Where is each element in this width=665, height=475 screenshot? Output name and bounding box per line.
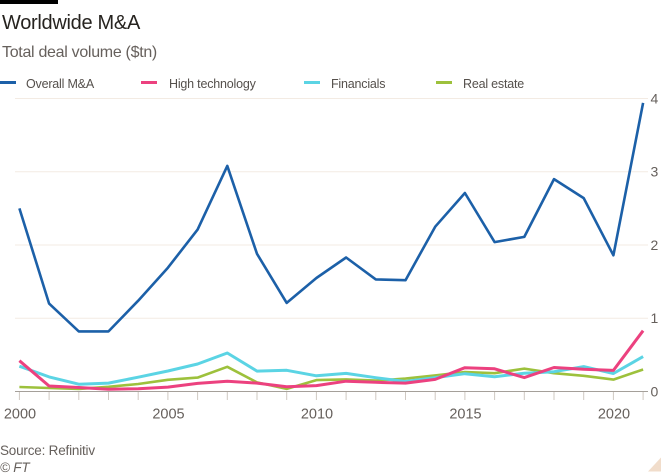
svg-text:0: 0: [651, 383, 659, 399]
svg-text:4: 4: [651, 90, 659, 106]
svg-text:3: 3: [651, 164, 659, 180]
svg-text:2015: 2015: [449, 407, 481, 423]
svg-text:2005: 2005: [152, 407, 184, 423]
svg-text:2020: 2020: [598, 407, 630, 423]
svg-text:2010: 2010: [301, 407, 333, 423]
svg-text:1: 1: [651, 310, 659, 326]
svg-text:2000: 2000: [4, 407, 36, 423]
svg-text:2: 2: [651, 237, 659, 253]
